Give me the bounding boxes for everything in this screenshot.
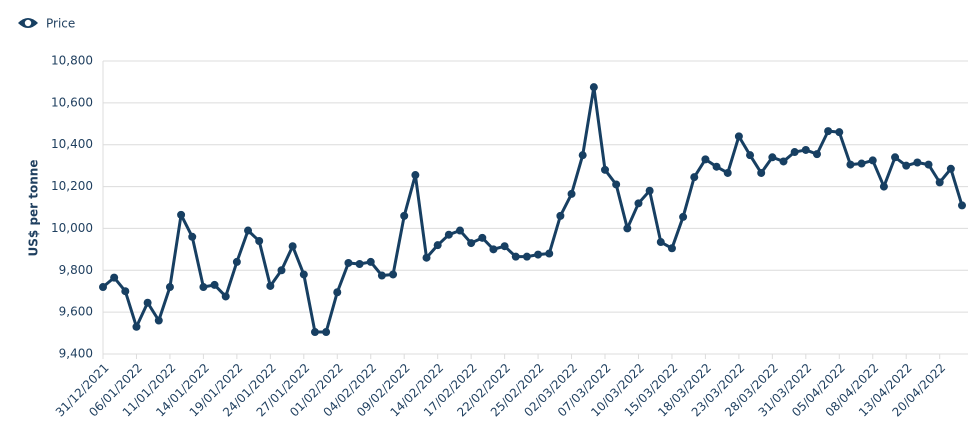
data-point xyxy=(712,162,721,171)
data-point xyxy=(389,270,398,279)
data-point xyxy=(411,171,420,180)
data-point xyxy=(444,230,453,239)
data-point xyxy=(679,212,688,221)
data-point xyxy=(567,189,576,198)
y-tick-label: 10,000 xyxy=(51,221,93,235)
data-point xyxy=(221,292,230,301)
data-point xyxy=(511,252,520,261)
data-point xyxy=(857,159,866,168)
data-point xyxy=(801,145,810,154)
data-point xyxy=(690,173,699,182)
data-point xyxy=(310,328,319,337)
data-point xyxy=(500,242,509,251)
data-point xyxy=(478,233,487,242)
data-point xyxy=(634,199,643,208)
legend[interactable]: Price xyxy=(18,17,75,31)
data-point xyxy=(958,201,966,210)
data-point xyxy=(589,83,598,92)
data-point xyxy=(768,153,777,162)
data-point xyxy=(534,250,543,259)
data-point xyxy=(723,168,732,177)
y-tick-label: 9,600 xyxy=(59,305,93,319)
data-point xyxy=(366,257,375,266)
data-point xyxy=(623,224,632,233)
data-point xyxy=(879,182,888,191)
data-point xyxy=(835,128,844,137)
data-point xyxy=(422,253,431,262)
data-point xyxy=(400,211,409,220)
data-point xyxy=(779,157,788,166)
data-point xyxy=(143,298,152,307)
data-point xyxy=(255,236,264,245)
data-point xyxy=(924,160,933,169)
data-point xyxy=(902,161,911,170)
data-point xyxy=(556,211,565,220)
data-point xyxy=(935,178,944,187)
data-point xyxy=(824,127,833,136)
data-point xyxy=(132,322,141,331)
data-point xyxy=(790,148,799,157)
data-point xyxy=(199,283,208,292)
data-point xyxy=(177,210,186,219)
y-tick-label: 10,200 xyxy=(51,179,93,193)
data-point xyxy=(433,241,442,250)
y-tick-label: 10,400 xyxy=(51,137,93,151)
data-point xyxy=(210,280,219,289)
price-line xyxy=(102,85,964,334)
data-point xyxy=(667,244,676,253)
y-axis-label: US$ per tonne xyxy=(27,160,41,257)
data-point xyxy=(545,249,554,258)
data-point xyxy=(110,273,119,282)
data-point xyxy=(232,257,241,266)
data-point xyxy=(701,155,710,164)
data-point xyxy=(165,283,174,292)
data-point xyxy=(578,151,587,160)
legend-label: Price xyxy=(46,17,75,31)
data-point xyxy=(746,151,755,160)
data-point xyxy=(344,258,353,267)
data-point xyxy=(299,270,308,279)
data-point xyxy=(601,165,610,174)
data-point xyxy=(946,164,955,173)
data-point xyxy=(377,271,386,280)
data-point xyxy=(467,239,476,248)
legend-icon-pupil xyxy=(24,19,32,27)
data-point xyxy=(188,232,197,241)
data-point xyxy=(277,266,286,275)
y-tick-label: 10,800 xyxy=(51,54,93,68)
data-point xyxy=(244,226,253,235)
data-point xyxy=(266,281,275,290)
data-point xyxy=(846,160,855,169)
y-tick-label: 9,800 xyxy=(59,263,93,277)
data-point xyxy=(99,283,107,292)
data-point xyxy=(522,252,531,261)
data-point xyxy=(612,180,621,189)
data-point xyxy=(121,287,130,296)
y-tick-label: 10,600 xyxy=(51,95,93,109)
y-tick-label: 9,400 xyxy=(59,347,93,361)
data-point xyxy=(913,158,922,167)
data-point xyxy=(333,288,342,297)
data-point xyxy=(322,328,331,337)
data-point xyxy=(355,260,364,269)
data-point xyxy=(891,153,900,162)
data-point xyxy=(868,156,877,165)
data-point xyxy=(154,316,163,325)
data-point xyxy=(288,242,297,251)
data-point xyxy=(812,150,821,159)
data-point xyxy=(656,238,665,247)
data-point xyxy=(455,226,464,235)
data-point xyxy=(489,245,498,254)
data-point xyxy=(645,186,654,195)
data-point xyxy=(734,132,743,141)
data-point xyxy=(757,168,766,177)
